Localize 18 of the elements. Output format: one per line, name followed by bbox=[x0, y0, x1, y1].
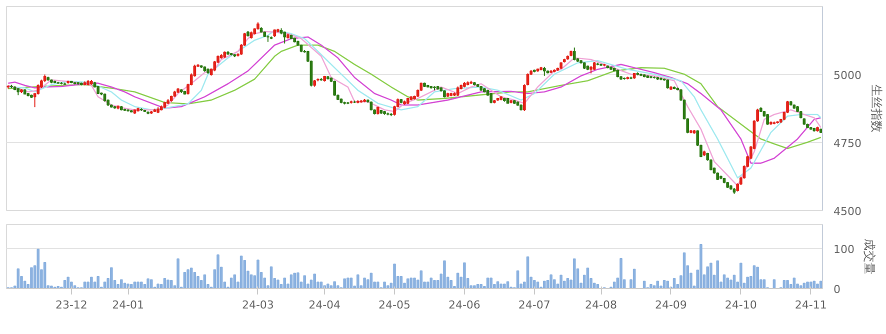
y-axis-title: 生丝指数 bbox=[869, 84, 884, 132]
x-tick-label: 24-09 bbox=[654, 298, 687, 312]
x-tick-label: 24-04 bbox=[308, 298, 341, 312]
x-tick-label: 24-06 bbox=[448, 298, 480, 312]
y-tick-label: 4500 bbox=[834, 205, 862, 218]
y-tick-label: 4750 bbox=[834, 137, 862, 150]
y-axis-title: 成交量 bbox=[862, 238, 876, 274]
x-tick-label: 24-03 bbox=[242, 298, 274, 312]
y-tick-label: 100 bbox=[834, 243, 854, 256]
y-tick-label: 0 bbox=[834, 283, 840, 296]
x-tick-label: 24-11 bbox=[794, 298, 827, 312]
x-tick-label: 24-07 bbox=[518, 298, 550, 312]
y-tick-label: 5000 bbox=[834, 69, 862, 82]
x-tick-label: 24-01 bbox=[112, 298, 144, 312]
x-tick-label: 23-12 bbox=[55, 298, 88, 312]
x-tick-label: 24-05 bbox=[378, 298, 411, 312]
x-tick-label: 24-10 bbox=[724, 298, 757, 312]
x-tick-label: 24-08 bbox=[585, 298, 617, 312]
